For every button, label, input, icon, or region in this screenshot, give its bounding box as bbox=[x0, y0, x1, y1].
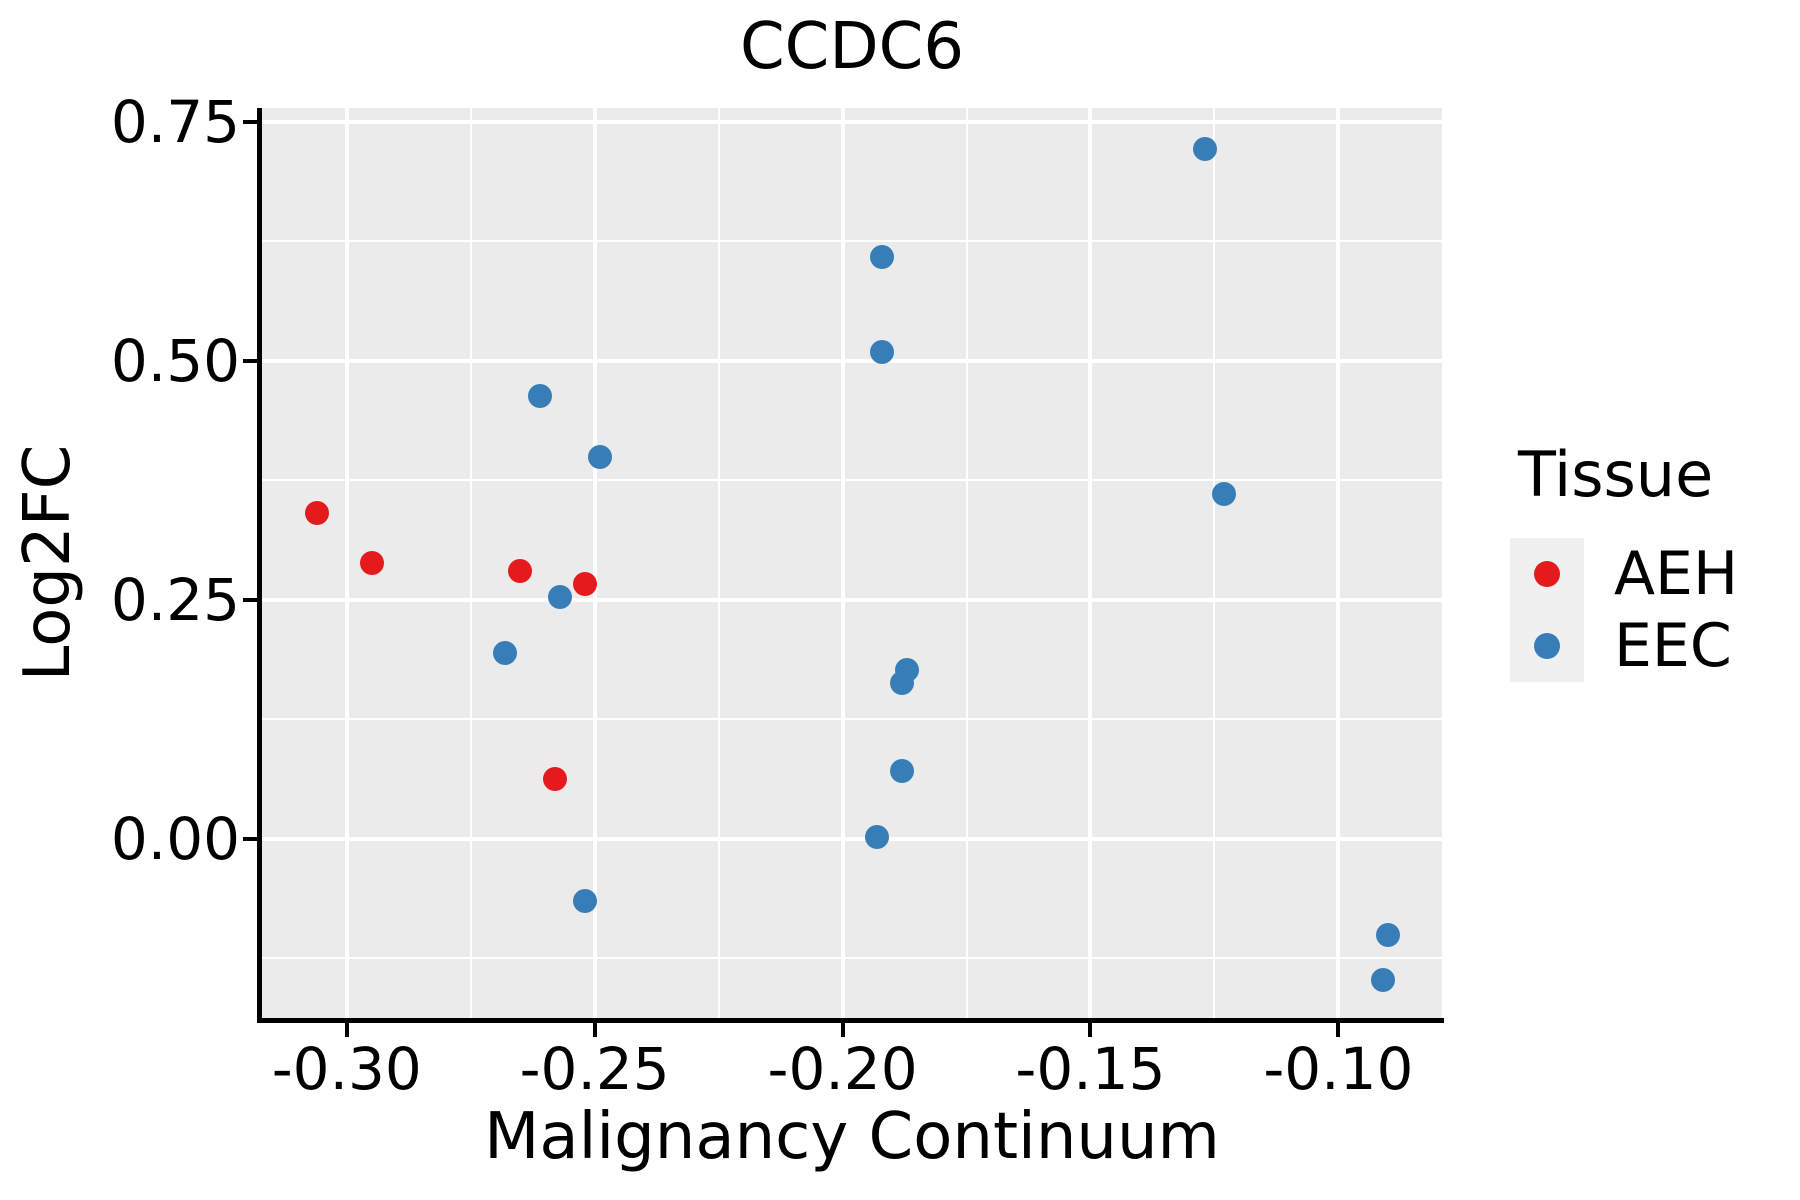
gridline-major-x bbox=[1336, 108, 1341, 1018]
x-tick-label: -0.25 bbox=[519, 1035, 670, 1103]
gridline-minor-x bbox=[1213, 108, 1216, 1018]
gridline-minor-x bbox=[469, 108, 472, 1018]
x-tick-label: -0.10 bbox=[1263, 1035, 1414, 1103]
x-axis-tick bbox=[840, 1023, 845, 1037]
x-axis-tick bbox=[1336, 1023, 1341, 1037]
x-axis-tick bbox=[1088, 1023, 1093, 1037]
x-tick-label: -0.30 bbox=[271, 1035, 422, 1103]
legend-point-icon bbox=[1534, 633, 1560, 659]
x-tick-label: -0.15 bbox=[1015, 1035, 1166, 1103]
x-axis-tick bbox=[344, 1023, 349, 1037]
legend-entries: AEH EEC bbox=[1510, 538, 1738, 682]
x-axis-title: Malignancy Continuum bbox=[484, 1100, 1220, 1174]
gridline-minor-y bbox=[262, 240, 1442, 243]
data-point-eec bbox=[865, 825, 890, 850]
gridline-major-x bbox=[840, 108, 845, 1018]
gridline-minor-y bbox=[262, 957, 1442, 960]
x-axis-tick bbox=[592, 1023, 597, 1037]
legend-entry-eec: EEC bbox=[1510, 610, 1738, 682]
data-point-aeh bbox=[543, 766, 568, 791]
gridline-major-y bbox=[262, 119, 1442, 124]
legend-title: Tissue bbox=[1518, 438, 1714, 511]
legend-key-eec bbox=[1510, 610, 1584, 682]
y-tick-label: 0.50 bbox=[110, 326, 240, 395]
y-axis-tick bbox=[243, 597, 257, 602]
x-axis-line bbox=[257, 1018, 1444, 1023]
data-point-eec bbox=[1375, 922, 1400, 947]
y-axis-title: Log2FC bbox=[11, 444, 85, 682]
data-point-eec bbox=[1371, 968, 1395, 993]
data-point-aeh bbox=[305, 500, 330, 525]
data-point-aeh bbox=[508, 559, 533, 584]
legend: Tissue AEH EEC bbox=[1510, 438, 1738, 682]
x-tick-label: -0.20 bbox=[767, 1035, 918, 1103]
data-point-eec bbox=[1192, 136, 1217, 161]
data-point-eec bbox=[493, 641, 518, 666]
gridline-major-y bbox=[262, 358, 1442, 363]
data-point-eec bbox=[870, 244, 895, 269]
y-tick-label: 0.00 bbox=[110, 804, 240, 873]
plot-panel bbox=[262, 108, 1442, 1018]
gridline-major-x bbox=[592, 108, 597, 1018]
data-point-aeh bbox=[572, 571, 597, 596]
gridline-major-y bbox=[262, 836, 1442, 841]
data-point-eec bbox=[1212, 481, 1237, 506]
gridline-major-x bbox=[344, 108, 349, 1018]
data-point-aeh bbox=[359, 550, 384, 575]
data-point-eec bbox=[547, 585, 572, 610]
legend-entry-label: AEH bbox=[1614, 539, 1739, 609]
data-point-eec bbox=[572, 889, 597, 914]
legend-key-aeh bbox=[1510, 538, 1584, 610]
data-point-eec bbox=[870, 340, 895, 365]
gridline-minor-x bbox=[965, 108, 968, 1018]
gridline-major-y bbox=[262, 597, 1442, 602]
plot-title: CCDC6 bbox=[739, 10, 965, 84]
y-axis-tick bbox=[243, 119, 257, 124]
gridline-major-x bbox=[1088, 108, 1093, 1018]
gridline-minor-x bbox=[717, 108, 720, 1018]
data-point-eec bbox=[528, 384, 553, 409]
y-tick-label: 0.25 bbox=[110, 565, 240, 634]
y-tick-label: 0.75 bbox=[110, 87, 240, 156]
data-point-eec bbox=[890, 671, 915, 696]
legend-entry-label: EEC bbox=[1614, 611, 1732, 681]
y-axis-tick bbox=[243, 358, 257, 363]
y-axis-line bbox=[257, 108, 262, 1023]
data-point-eec bbox=[890, 759, 915, 784]
gridline-minor-y bbox=[262, 479, 1442, 482]
y-axis-tick bbox=[243, 836, 257, 841]
data-point-eec bbox=[587, 444, 612, 469]
gridline-minor-y bbox=[262, 718, 1442, 721]
legend-entry-aeh: AEH bbox=[1510, 538, 1738, 610]
legend-point-icon bbox=[1534, 561, 1560, 587]
